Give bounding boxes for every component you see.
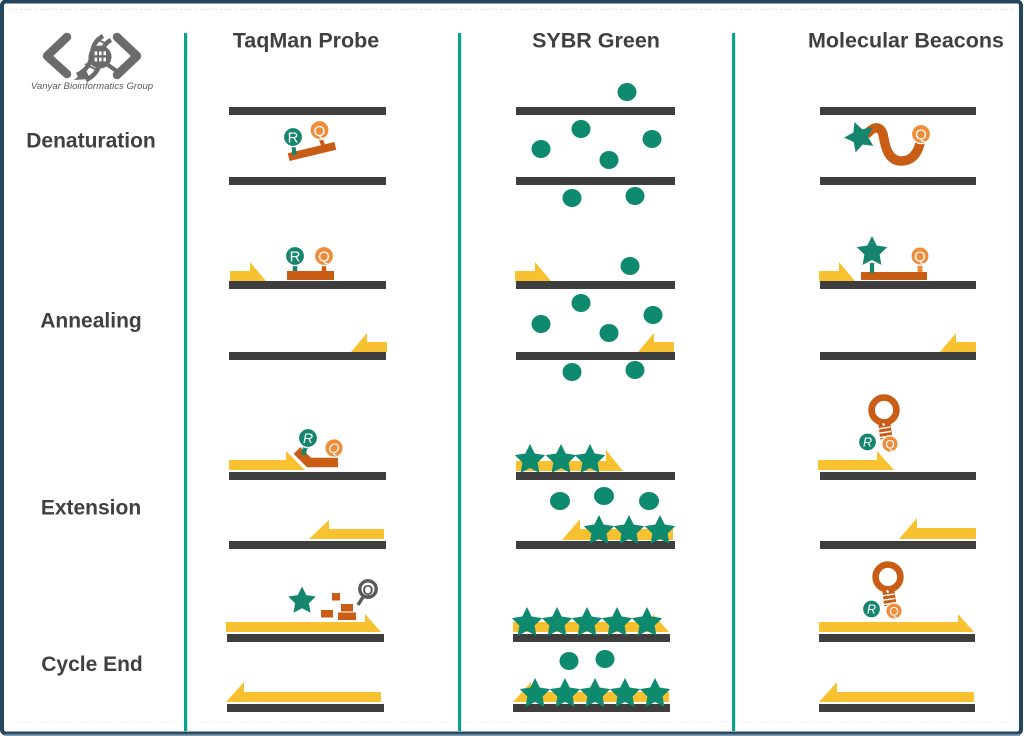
- svg-text:Vanyar Bioinformatics Group: Vanyar Bioinformatics Group: [31, 81, 154, 92]
- svg-text:Q: Q: [314, 123, 326, 140]
- svg-text:R: R: [288, 130, 299, 147]
- svg-text:Q: Q: [329, 440, 340, 456]
- svg-text:Denaturation: Denaturation: [26, 130, 156, 153]
- svg-text:Q: Q: [363, 582, 374, 598]
- svg-text:R: R: [290, 249, 301, 266]
- svg-text:Q: Q: [915, 127, 927, 144]
- svg-text:R: R: [303, 430, 313, 446]
- svg-text:TaqMan Probe: TaqMan Probe: [233, 29, 380, 53]
- svg-text:Extension: Extension: [41, 497, 141, 520]
- svg-text:Cycle End: Cycle End: [41, 653, 143, 676]
- svg-text:SYBR Green: SYBR Green: [532, 29, 660, 53]
- svg-text:Q: Q: [318, 249, 330, 266]
- svg-text:Molecular Beacons: Molecular Beacons: [808, 29, 1004, 53]
- svg-text:Q: Q: [914, 249, 926, 266]
- svg-text:Annealing: Annealing: [40, 310, 142, 333]
